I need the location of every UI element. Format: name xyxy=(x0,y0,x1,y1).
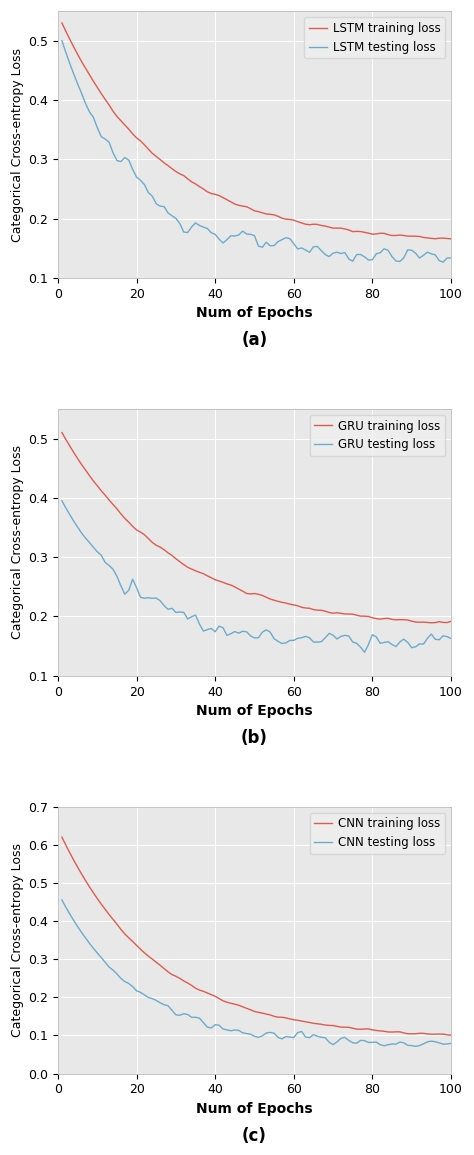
CNN testing loss xyxy=(448,1036,454,1050)
CNN training loss xyxy=(291,1013,297,1027)
Line: GRU testing loss: GRU testing loss xyxy=(62,501,451,653)
GRU training loss xyxy=(149,536,155,550)
CNN training loss xyxy=(448,1028,454,1042)
LSTM training loss xyxy=(149,147,155,161)
LSTM training loss xyxy=(428,231,434,245)
LSTM testing loss xyxy=(440,255,446,269)
CNN training loss xyxy=(417,1027,422,1041)
Line: LSTM testing loss: LSTM testing loss xyxy=(62,40,451,262)
GRU training loss xyxy=(432,616,438,629)
Legend: CNN training loss, CNN testing loss: CNN training loss, CNN testing loss xyxy=(310,813,445,854)
LSTM testing loss xyxy=(291,237,297,251)
LSTM training loss xyxy=(291,214,297,228)
GRU testing loss xyxy=(448,632,454,646)
GRU testing loss xyxy=(134,581,139,595)
CNN testing loss xyxy=(432,1035,438,1049)
GRU training loss xyxy=(134,523,139,537)
LSTM training loss xyxy=(59,16,65,30)
GRU training loss xyxy=(428,616,434,629)
X-axis label: Num of Epochs: Num of Epochs xyxy=(196,1102,313,1116)
GRU testing loss xyxy=(149,591,155,605)
LSTM training loss xyxy=(417,230,422,244)
CNN testing loss xyxy=(149,992,155,1006)
Line: CNN training loss: CNN training loss xyxy=(62,837,451,1035)
CNN testing loss xyxy=(420,1037,426,1051)
X-axis label: Num of Epochs: Num of Epochs xyxy=(196,705,313,718)
CNN training loss xyxy=(259,1006,265,1020)
CNN training loss xyxy=(428,1027,434,1041)
Text: (b): (b) xyxy=(241,729,268,747)
Text: (a): (a) xyxy=(241,331,267,350)
GRU testing loss xyxy=(420,638,426,651)
GRU training loss xyxy=(291,598,297,612)
CNN training loss xyxy=(59,830,65,844)
Text: (c): (c) xyxy=(242,1127,267,1145)
CNN testing loss xyxy=(413,1040,419,1053)
LSTM testing loss xyxy=(417,251,422,264)
GRU training loss xyxy=(417,616,422,629)
CNN training loss xyxy=(149,952,155,966)
X-axis label: Num of Epochs: Num of Epochs xyxy=(196,306,313,320)
CNN testing loss xyxy=(134,984,139,998)
GRU training loss xyxy=(448,614,454,628)
LSTM testing loss xyxy=(428,247,434,261)
GRU training loss xyxy=(259,589,265,603)
Line: CNN testing loss: CNN testing loss xyxy=(62,900,451,1046)
CNN training loss xyxy=(134,939,139,953)
Legend: GRU training loss, GRU testing loss: GRU training loss, GRU testing loss xyxy=(310,415,445,456)
LSTM testing loss xyxy=(134,170,139,184)
LSTM testing loss xyxy=(259,240,265,254)
LSTM testing loss xyxy=(59,33,65,47)
CNN testing loss xyxy=(59,893,65,907)
Y-axis label: Categorical Cross-entropy Loss: Categorical Cross-entropy Loss xyxy=(11,446,24,640)
GRU testing loss xyxy=(259,625,265,639)
CNN testing loss xyxy=(291,1030,297,1044)
Y-axis label: Categorical Cross-entropy Loss: Categorical Cross-entropy Loss xyxy=(11,843,24,1037)
Legend: LSTM training loss, LSTM testing loss: LSTM training loss, LSTM testing loss xyxy=(304,17,445,59)
Line: GRU training loss: GRU training loss xyxy=(62,433,451,623)
Line: LSTM training loss: LSTM training loss xyxy=(62,23,451,239)
GRU testing loss xyxy=(432,632,438,646)
GRU training loss xyxy=(59,426,65,440)
GRU testing loss xyxy=(291,633,297,647)
LSTM testing loss xyxy=(149,189,155,203)
GRU testing loss xyxy=(59,494,65,508)
CNN testing loss xyxy=(259,1029,265,1043)
LSTM training loss xyxy=(448,232,454,246)
GRU testing loss xyxy=(362,646,367,660)
LSTM testing loss xyxy=(448,251,454,264)
LSTM training loss xyxy=(259,206,265,219)
Y-axis label: Categorical Cross-entropy Loss: Categorical Cross-entropy Loss xyxy=(11,47,24,241)
LSTM training loss xyxy=(134,131,139,144)
